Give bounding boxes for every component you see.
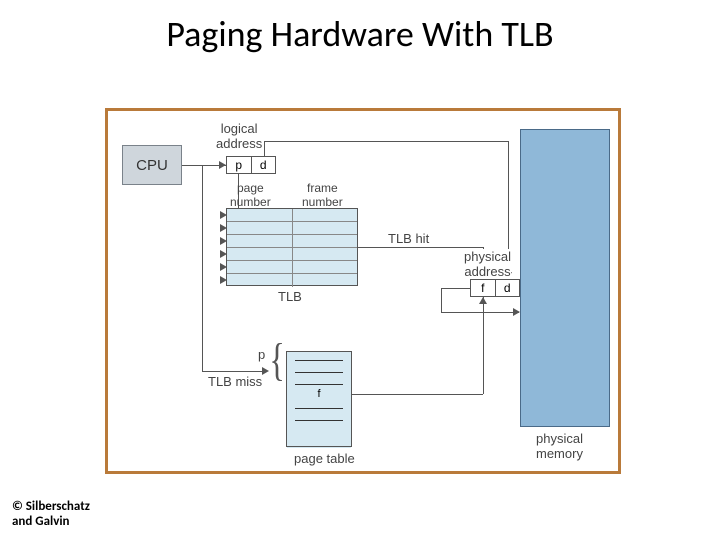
fd-box: f d [470,279,520,297]
page-table-box: f [286,351,352,447]
cpu-box: CPU [122,145,182,185]
copyright-line1: © Silberschatz [12,499,90,514]
tlb-row-arrow-6 [220,276,227,284]
physical-memory-box [520,129,610,427]
brace-icon: { [269,333,284,386]
line-pt-f-right [352,394,483,395]
physical-memory-l1: physical [536,431,583,446]
tlb-row-arrow-5 [220,263,227,271]
frame-number-l1: frame [307,181,338,195]
line-conn [202,165,203,166]
diagram-frame: CPU logical address p d page number fram… [105,108,621,474]
logical-address-l2: address [216,136,262,151]
line-d-across [264,141,508,142]
p-at-pagetable-label: p [258,347,265,362]
tlb-row-arrow-3 [220,237,227,245]
line-pt-f-up [483,297,484,394]
fd-f-cell: f [471,280,496,296]
line-fd-mem-down [441,288,442,312]
tlb-row-arrow-4 [220,250,227,258]
frame-number-label: frame number [302,181,343,209]
arrow-tlbmiss-to-pt [262,367,269,375]
tlb-label: TLB [278,289,302,304]
line-tlb-hit [358,247,483,248]
physical-memory-label: physical memory [536,431,583,461]
page-number-label: page number [230,181,271,209]
logical-address-label: logical address [216,121,262,151]
tlb-row-arrow-1 [220,211,227,219]
tlb-miss-l1: TLB [208,374,232,389]
line-fd-mem-right [441,312,519,313]
arrow-cpu-pd [219,161,226,169]
physical-memory-l2: memory [536,446,583,461]
logical-address-l1: logical [221,121,258,136]
tlb-row-arrow-2 [220,224,227,232]
line-tlbmiss-p-down [202,165,203,371]
fd-d-cell: d [496,280,520,296]
physical-address-label: physical address [464,249,511,279]
page-title: Paging Hardware With TLB [0,12,720,56]
physical-address-l2: address [464,264,510,279]
line-d-up [264,141,265,156]
pd-box: p d [226,156,276,174]
slide: Paging Hardware With TLB © Silberschatz … [0,0,720,540]
tlb-miss-label: TLB miss [208,374,262,389]
pd-p-cell: p [227,157,252,173]
page-number-l2: number [230,195,271,209]
arrow-pt-f-up [479,297,487,304]
line-tlbmiss-to-pt [202,371,264,372]
page-table-f-row: f [287,388,351,400]
pd-d-cell: d [252,157,276,173]
copyright-label: © Silberschatz and Galvin [12,500,90,530]
tlb-miss-l2: miss [235,374,262,389]
frame-number-l2: number [302,195,343,209]
arrow-fd-mem [513,308,520,316]
copyright-line2: and Galvin [12,514,70,529]
tlb-hit-label: TLB hit [388,231,429,246]
tlb-table [226,208,358,286]
page-number-l1: page [237,181,264,195]
physical-address-l1: physical [464,249,511,264]
line-fd-mem-left [441,288,470,289]
page-table-label: page table [294,451,355,466]
